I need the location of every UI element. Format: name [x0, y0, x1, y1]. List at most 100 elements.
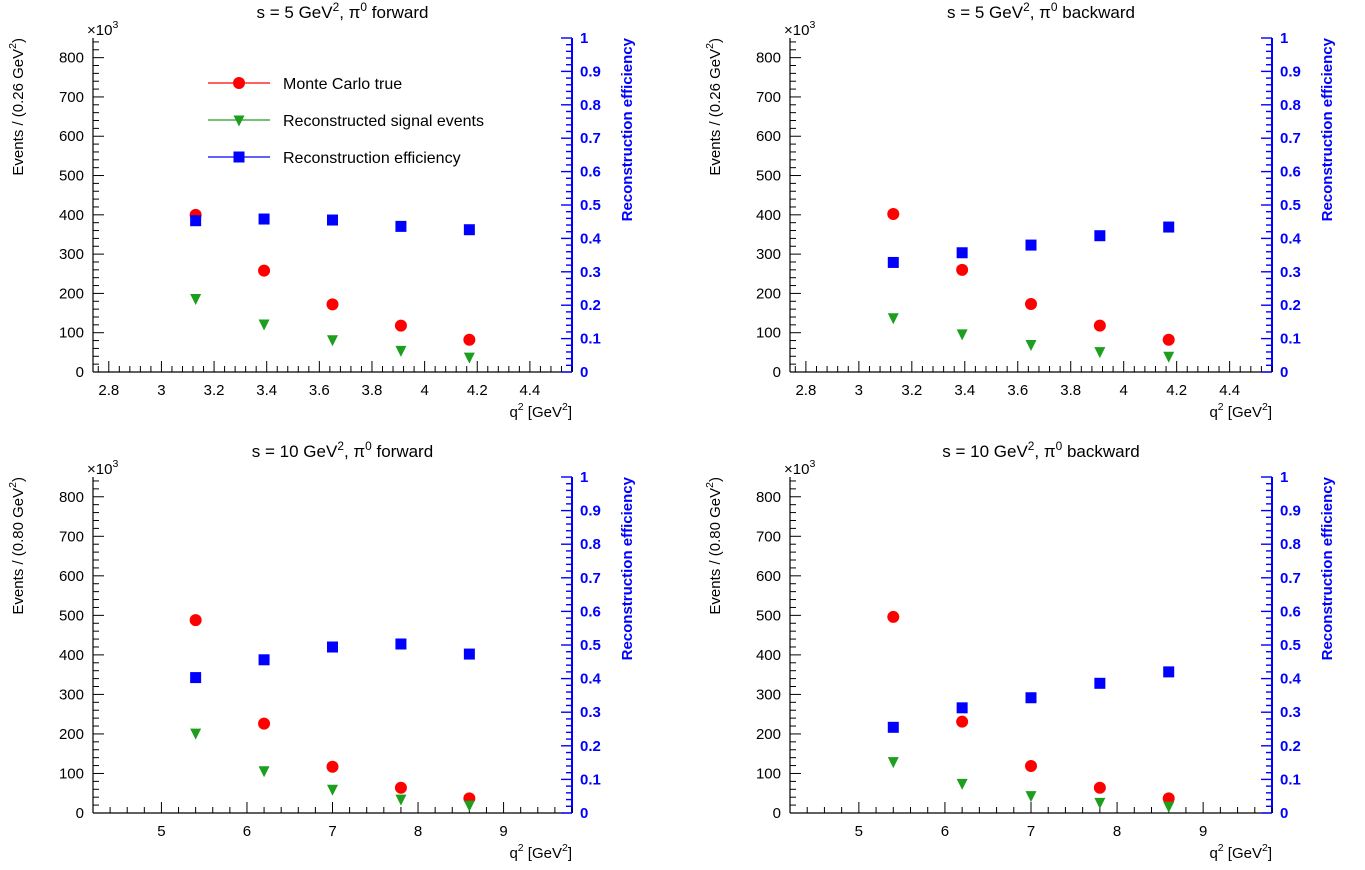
efficiency-point [190, 672, 202, 684]
series-mc-true [189, 614, 476, 805]
efficiency-point [190, 215, 202, 227]
y-tick-label: 400 [756, 207, 781, 224]
y2-tick-label: 0.5 [1280, 197, 1301, 214]
mc-true-point [1025, 759, 1037, 772]
y-tick-label: 200 [756, 726, 781, 743]
x-tick-label: 5 [855, 823, 863, 840]
chart-title: s = 5 GeV2, π0 forward [257, 0, 429, 22]
y2-tick-label: 0.1 [1280, 771, 1301, 788]
y2-tick-label: 0.2 [1280, 297, 1301, 314]
y2-tick-label: 0.6 [580, 164, 601, 181]
y-multiplier: ×103 [87, 19, 118, 39]
series-efficiency [190, 638, 475, 684]
x-axis-label: q2 [GeV2] [1209, 842, 1272, 862]
legend-label: Monte Carlo true [283, 76, 402, 93]
reco-signal-point [395, 794, 407, 806]
x-tick-label: 3 [157, 382, 165, 399]
efficiency-point [463, 648, 475, 660]
series-reco-signal [190, 294, 475, 364]
y2-axis-label: Reconstruction efficiency [1319, 37, 1336, 221]
x-tick-label: 6 [243, 823, 251, 840]
y-multiplier: ×103 [784, 19, 815, 39]
efficiency-point [395, 220, 407, 232]
efficiency-point [327, 214, 338, 226]
y-tick-label: 400 [59, 207, 84, 224]
x-tick-label: 7 [328, 823, 336, 840]
y2-tick-label: 0 [1280, 364, 1288, 381]
legend-label: Reconstructed signal events [283, 113, 484, 130]
y-tick-label: 100 [59, 765, 84, 782]
y-tick-label: 300 [756, 686, 781, 703]
efficiency-point [1025, 692, 1037, 704]
y-tick-label: 800 [59, 50, 84, 67]
x-tick-label: 7 [1027, 823, 1035, 840]
x-axis-label: q2 [GeV2] [509, 401, 572, 421]
y2-tick-label: 0.5 [1280, 637, 1301, 654]
chart-title: s = 5 GeV2, π0 backward [947, 0, 1135, 22]
y2-tick-label: 0.8 [580, 536, 601, 553]
y2-tick-label: 0.9 [1280, 63, 1301, 80]
efficiency-point [887, 256, 899, 268]
y-tick-label: 200 [59, 726, 84, 743]
y-tick-label: 700 [59, 89, 84, 106]
y2-tick-label: 0.2 [580, 738, 601, 755]
chart-title: s = 10 GeV2, π0 forward [252, 439, 433, 461]
x-tick-label: 4.4 [519, 382, 540, 399]
reco-signal-point [395, 345, 407, 357]
mc-true-point [887, 610, 900, 623]
efficiency-point [327, 641, 338, 653]
mc-true-point [1162, 333, 1175, 346]
mc-true-point [1093, 319, 1106, 332]
series-efficiency [887, 666, 1175, 733]
mc-true-point [394, 781, 407, 794]
x-tick-label: 3.6 [1007, 382, 1028, 399]
y2-axis-label: Reconstruction efficiency [619, 476, 636, 660]
chart-panel-2: s = 5 GeV2, π0 backward 2.8 3 3.2 3.4 3.6 3.8 4… [704, 0, 1336, 421]
y-tick-label: 300 [59, 686, 84, 703]
efficiency-point [956, 702, 968, 714]
y-multiplier: ×103 [784, 458, 815, 478]
mc-true-point [1093, 781, 1106, 794]
y2-tick-label: 0.4 [1280, 230, 1302, 247]
series-mc-true [887, 208, 1175, 346]
y2-tick-label: 0.2 [1280, 738, 1301, 755]
x-tick-label: 9 [499, 823, 507, 840]
y-tick-label: 600 [59, 568, 84, 585]
y-tick-label: 100 [756, 765, 781, 782]
legend-label: Reconstruction efficiency [283, 150, 461, 167]
y2-tick-label: 0.6 [1280, 164, 1301, 181]
chart-panel-1: s = 5 GeV2, π0 forward 2.8 3 3.2 3.4 3.6 3.8 4 4… [7, 0, 636, 421]
reco-signal-point [258, 766, 270, 778]
x-tick-label: 6 [941, 823, 949, 840]
y-tick-label: 700 [59, 528, 84, 545]
series-mc-true [887, 610, 1175, 805]
y-tick-label: 300 [756, 246, 781, 263]
y-tick-label: 800 [59, 489, 84, 506]
efficiency-point [463, 224, 475, 236]
x-tick-label: 3 [855, 382, 863, 399]
y2-tick-label: 0.8 [580, 97, 601, 114]
efficiency-point [395, 638, 407, 650]
y2-tick-label: 0.1 [580, 771, 601, 788]
legend: Monte Carlo true Reconstructed signal eve… [208, 76, 484, 167]
series-reco-signal [887, 313, 1175, 363]
reco-signal-point [327, 784, 338, 796]
legend-marker-circle [233, 77, 245, 89]
y-tick-label: 0 [773, 805, 781, 822]
chart-panel-4: s = 10 GeV2, π0 backward 5 6 7 8 9q2 [GeV2] 0 1… [704, 439, 1336, 862]
y2-tick-label: 0.9 [580, 503, 601, 520]
efficiency-point [887, 721, 899, 733]
y-tick-label: 500 [59, 168, 84, 185]
y2-tick-label: 0 [580, 364, 588, 381]
y-tick-label: 400 [756, 647, 781, 664]
x-tick-label: 2.8 [795, 382, 816, 399]
reco-signal-point [956, 329, 968, 341]
y-tick-label: 700 [756, 528, 781, 545]
mc-true-point [189, 614, 202, 627]
y-tick-label: 600 [756, 568, 781, 585]
efficiency-point [258, 654, 270, 666]
y2-tick-label: 0.3 [1280, 264, 1301, 281]
y2-tick-label: 0.3 [580, 264, 601, 281]
y2-tick-label: 1 [580, 469, 588, 486]
